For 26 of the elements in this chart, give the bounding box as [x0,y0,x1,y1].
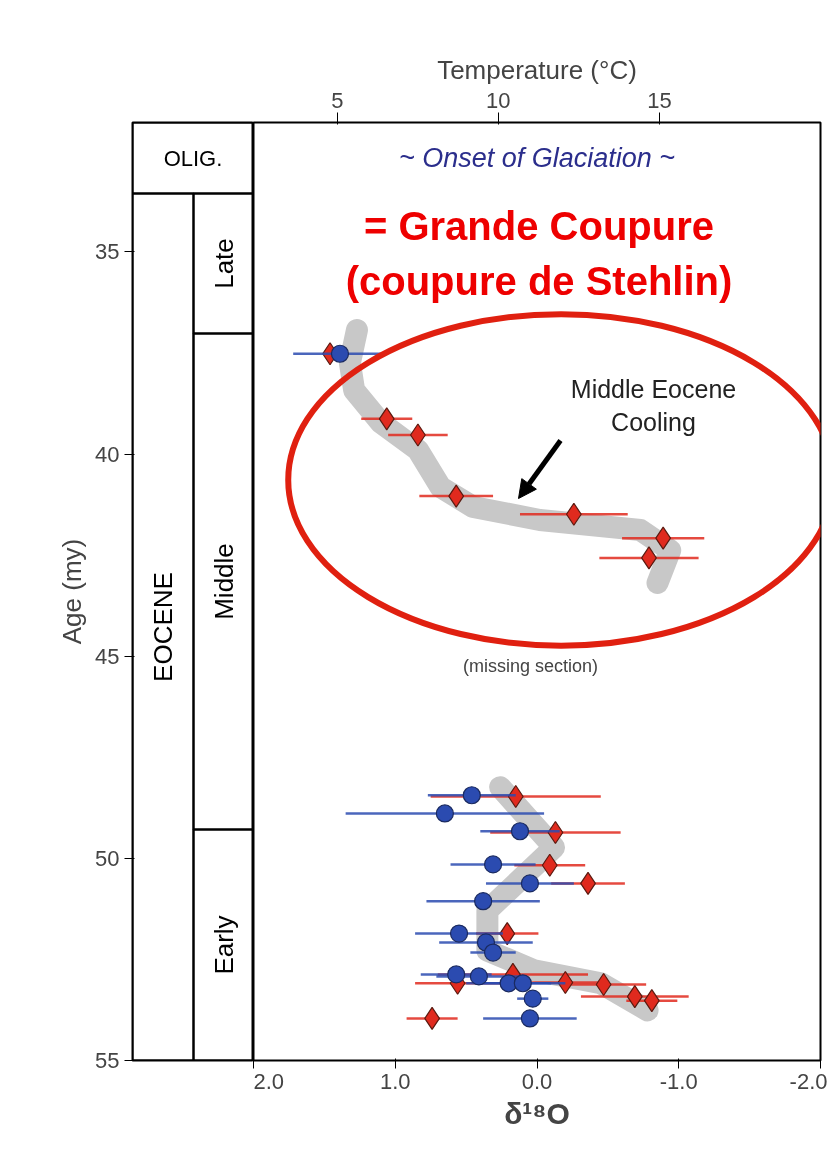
x2-tick-label: 5 [331,87,344,113]
x-tick-label: 2.0 [253,1068,285,1094]
y-tick-label: 50 [95,845,120,871]
annotation: Middle Eocene Cooling [570,374,737,437]
x-tick-label: -1.0 [659,1068,698,1094]
text: Early [208,915,239,975]
x-tick-label: 1.0 [379,1068,411,1094]
x2-tick-label: 15 [647,87,672,113]
x-axis-title: δ¹⁸O [504,1096,570,1130]
text: Middle [208,543,239,620]
text: EOCENE [148,572,178,682]
y-tick-label: 35 [95,239,120,265]
annotation: (missing section) [462,655,599,676]
x-tick-label: 0.0 [521,1068,553,1094]
text: OLIG. [163,145,223,171]
x2-axis-title: Temperature (°C) [437,54,637,85]
y-tick-label: 55 [95,1048,120,1073]
text: Late [208,238,239,289]
y-axis-title: Age (my) [57,538,88,645]
x2-tick-label: 10 [486,87,511,113]
annotation: ~ Onset of Glaciation ~ [398,142,676,173]
annotation: = Grande Coupure [363,203,715,248]
y-tick-label: 40 [95,441,120,467]
x-tick-label: -2.0 [789,1068,827,1094]
annotation: (coupure de Stehlin) [345,258,733,303]
y-tick-label: 45 [95,643,120,669]
